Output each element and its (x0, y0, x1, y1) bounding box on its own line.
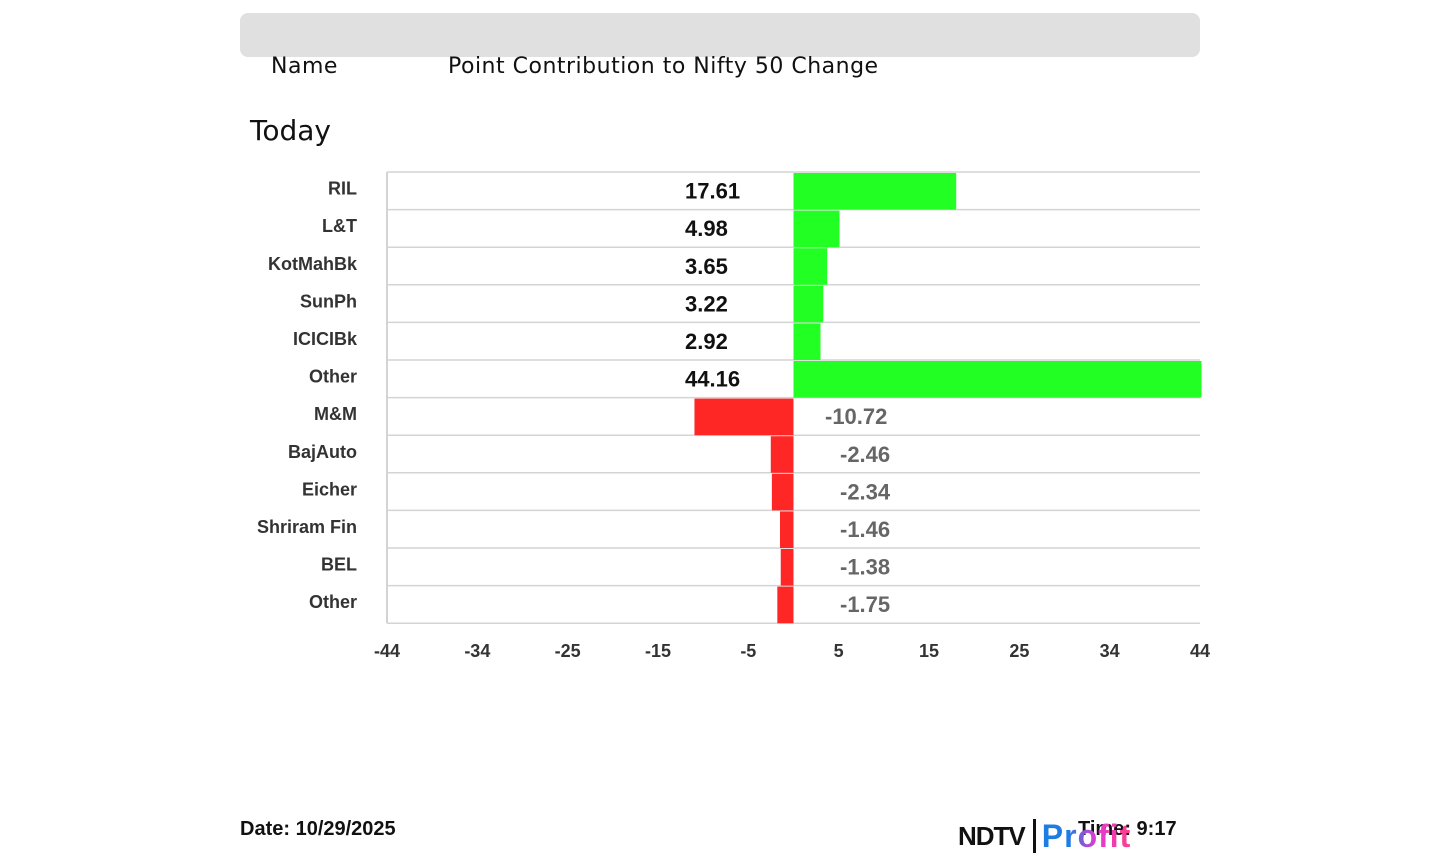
value-label: 3.22 (685, 291, 728, 316)
x-tick-label: 25 (1009, 641, 1029, 661)
value-label: 3.65 (685, 254, 728, 279)
value-label: -2.34 (840, 479, 891, 504)
negative-bar (780, 549, 794, 586)
positive-bar (793, 173, 957, 210)
category-label: SunPh (300, 291, 357, 311)
value-label: -1.46 (840, 517, 890, 542)
period-label: Today (250, 114, 331, 147)
positive-bar (793, 323, 821, 360)
logo-divider (1032, 819, 1036, 853)
value-label: -2.46 (840, 442, 890, 467)
category-label: BEL (321, 555, 357, 575)
x-tick-label: -25 (555, 641, 581, 661)
x-tick-label: -15 (645, 641, 671, 661)
value-label: 2.92 (685, 329, 728, 354)
x-tick-label: -34 (464, 641, 490, 661)
header-bar (240, 13, 1200, 57)
negative-bar (771, 473, 794, 511)
positive-bar (793, 210, 840, 248)
x-tick-label: -5 (740, 641, 756, 661)
logo-profit-text: Profit (1041, 817, 1132, 854)
negative-bar (780, 511, 794, 548)
category-label: KotMahBk (268, 254, 358, 274)
x-tick-label: 5 (834, 641, 844, 661)
category-label: ICICIBk (293, 329, 358, 349)
category-label: Other (309, 367, 357, 387)
positive-bar (793, 248, 828, 285)
x-tick-label: -44 (374, 641, 400, 661)
category-label: Eicher (302, 479, 357, 499)
contribution-bar-chart: RIL 17.61 L&T 4.98 KotMahBk 3.65 SunPh 3.22 ICIC… (257, 171, 1210, 661)
category-label: RIL (328, 179, 357, 199)
name-column-header: Name (271, 54, 338, 79)
x-tick-label: 44 (1190, 641, 1210, 661)
value-label: 44.16 (685, 367, 740, 392)
time-label: Time: 9:17 (1078, 818, 1177, 840)
negative-bar (777, 586, 794, 624)
value-label: -10.72 (825, 404, 887, 429)
positive-bar (793, 361, 1202, 398)
category-label: L&T (322, 216, 357, 236)
category-label: Other (309, 592, 357, 612)
value-label: -1.75 (840, 592, 890, 617)
positive-bar (793, 285, 824, 323)
value-label: 17.61 (685, 179, 740, 204)
logo-ndtv-text: NDTV (958, 820, 1026, 851)
value-label: 4.98 (685, 216, 728, 241)
category-label: M&M (314, 404, 357, 424)
negative-bar (694, 398, 794, 436)
ndtv-profit-logo: NDTV Profit (958, 818, 1131, 854)
category-label: BajAuto (288, 442, 357, 462)
value-label: -1.38 (840, 555, 890, 580)
negative-bar (770, 436, 794, 473)
date-label: Date: 10/29/2025 (240, 818, 396, 840)
metric-column-header: Point Contribution to Nifty 50 Change (448, 54, 879, 79)
x-tick-label: 34 (1100, 641, 1120, 661)
x-tick-label: 15 (919, 641, 939, 661)
category-label: Shriram Fin (257, 517, 357, 537)
